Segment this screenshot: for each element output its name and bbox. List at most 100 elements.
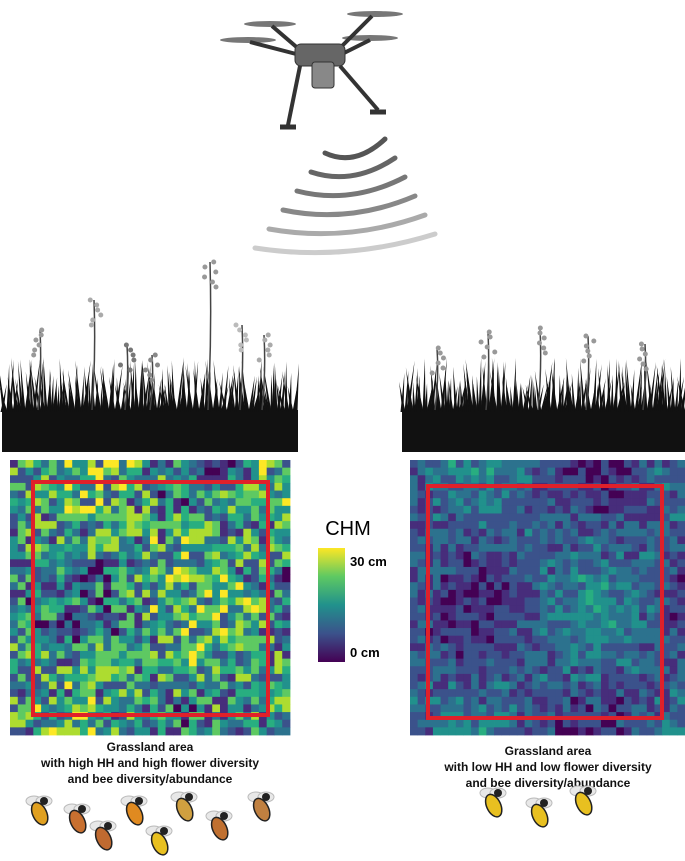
pixel [654,505,663,514]
blade [11,376,20,412]
pixel [266,696,275,705]
pixel [56,475,65,484]
pixel [157,513,166,522]
pixel [593,544,602,553]
pixel [95,612,104,621]
pixel [17,643,26,652]
pixel [600,673,610,682]
pixel [212,498,221,507]
pixel [10,544,19,553]
pixel [227,673,236,682]
pixel [80,544,89,553]
pixel [134,620,143,629]
pixel [150,681,159,690]
bee-body [68,809,87,834]
pixel [555,536,564,545]
pixel [623,727,632,736]
pixel [509,650,518,660]
pixel [631,597,640,606]
pixel [212,467,221,476]
pixel [111,551,120,560]
pixel [578,704,587,713]
flower [130,352,136,358]
pixel [608,605,617,614]
pixel [266,612,275,621]
pixel [463,666,472,675]
pixel [142,605,151,614]
pixel [440,704,449,713]
pixel [220,559,229,568]
pixel [677,498,685,507]
pixel [539,643,548,652]
pixel [440,528,449,537]
pixel [593,536,602,545]
pixel [33,582,42,591]
pixel [494,689,503,698]
pixel [126,574,135,583]
pixel [455,681,464,690]
pixel [72,559,81,568]
pixel [33,460,42,469]
pixel [227,658,236,667]
pixel [48,513,58,522]
pixel [17,574,26,583]
pixel [227,475,236,484]
pixel [494,650,503,660]
pixel [516,727,525,736]
pixel [600,559,610,568]
pixel [471,719,480,728]
blade [453,366,458,412]
pixel [494,612,503,621]
pixel [417,696,426,705]
pixel [410,528,419,537]
pixel [570,689,579,698]
pixel [103,727,112,736]
pixel [282,589,291,598]
pixel [524,666,533,675]
pixel [570,460,579,469]
pixel [547,719,556,728]
pixel [432,544,441,553]
pixel [118,597,128,606]
pixel [188,467,198,476]
pixel [646,559,655,568]
pixel [631,536,640,545]
pixel [282,505,291,514]
pixel [274,712,283,721]
pixel [463,551,472,560]
pixel [235,727,244,736]
blade [640,368,648,412]
pixel [243,505,252,514]
pixel [662,536,671,545]
pixel [524,643,533,652]
pixel [17,620,26,629]
pixel [486,597,495,606]
pixel [33,597,42,606]
pixel [80,460,89,469]
pixel [196,505,205,514]
pixel [72,635,81,644]
pixel [448,612,457,621]
flower [33,337,39,343]
pixel [501,528,510,537]
pixel [547,589,556,598]
pixel [631,689,640,698]
pixel [623,612,632,621]
pixel [631,551,640,560]
pixel [80,574,89,583]
pixel [72,612,81,621]
pixel [25,559,34,568]
pixel [494,490,503,499]
blade [607,365,612,412]
pixel [562,727,571,736]
pixel [243,460,252,469]
pixel [274,727,283,736]
pixel [95,719,104,728]
flower [542,350,548,356]
pixel [165,673,174,682]
pixel [562,566,571,575]
blade [29,359,38,412]
pixel [654,612,663,621]
pixel [600,696,610,705]
